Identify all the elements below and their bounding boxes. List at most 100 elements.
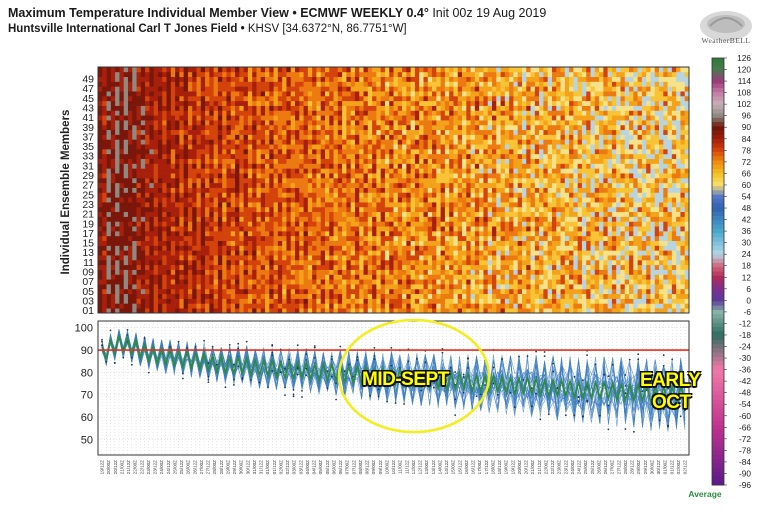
- heatmap-cell: [637, 298, 643, 304]
- heatmap-cell: [667, 308, 673, 314]
- heatmap-cell: [389, 231, 394, 237]
- heatmap-cell: [213, 255, 219, 261]
- heatmap-cell: [170, 264, 176, 270]
- heatmap-cell: [393, 163, 399, 169]
- heatmap-cell: [170, 259, 176, 266]
- heatmap-cell: [243, 149, 249, 155]
- heatmap-cell: [397, 264, 403, 270]
- heatmap-cell: [290, 235, 296, 241]
- heatmap-cell: [153, 149, 159, 155]
- heatmap-cell: [624, 177, 630, 184]
- heatmap-cell: [217, 197, 223, 203]
- heatmap-cell: [239, 303, 244, 309]
- heatmap-cell: [256, 269, 262, 275]
- heatmap-cell: [633, 293, 638, 299]
- heatmap-cell: [196, 168, 202, 174]
- heatmap-cell: [423, 173, 429, 179]
- heatmap-cell: [684, 168, 690, 174]
- heatmap-cell: [586, 182, 591, 188]
- heatmap-cell: [414, 274, 420, 280]
- heatmap-cell: [397, 139, 403, 145]
- heatmap-cell: [564, 250, 570, 256]
- heatmap-cell: [119, 173, 125, 179]
- heatmap-cell: [282, 259, 287, 266]
- heatmap-cell: [564, 288, 570, 295]
- heatmap-cell: [641, 250, 647, 256]
- heatmap-cell: [496, 139, 501, 145]
- heatmap-cell: [402, 245, 407, 251]
- heatmap-cell: [192, 163, 197, 169]
- heatmap-cell: [402, 177, 407, 184]
- heatmap-cell: [132, 158, 137, 164]
- heatmap-cell: [534, 173, 540, 179]
- heatmap-cell: [539, 182, 544, 188]
- heatmap-cell: [513, 144, 519, 150]
- heatmap-cell: [183, 235, 189, 241]
- heatmap-cell: [611, 187, 617, 193]
- heatmap-cell: [145, 221, 150, 227]
- heatmap-cell: [282, 279, 287, 285]
- heatmap-cell: [483, 303, 489, 309]
- heatmap-cell: [479, 158, 484, 164]
- heatmap-cell: [157, 255, 163, 261]
- heatmap-cell: [423, 158, 429, 164]
- heatmap-cell: [342, 182, 347, 188]
- heatmap-cell: [474, 158, 480, 164]
- heatmap-cell: [372, 293, 377, 299]
- heatmap-cell: [667, 153, 673, 159]
- heatmap-cell: [513, 298, 519, 304]
- heatmap-cell: [299, 221, 304, 227]
- heatmap-cell: [500, 284, 506, 290]
- heatmap-cell: [402, 187, 407, 193]
- heatmap-cell: [629, 173, 634, 179]
- heatmap-cell: [149, 259, 155, 266]
- heatmap-cell: [667, 303, 673, 309]
- heatmap-cell: [312, 303, 317, 309]
- heatmap-cell: [354, 269, 360, 275]
- heatmap-cell: [453, 240, 459, 246]
- heatmap-cell: [127, 182, 133, 188]
- heatmap-cell: [119, 245, 125, 251]
- heatmap-cell: [393, 245, 399, 251]
- heatmap-cell: [397, 284, 403, 290]
- heatmap-cell: [564, 149, 570, 155]
- heatmap-cell: [196, 284, 202, 290]
- heatmap-cell: [140, 144, 146, 150]
- heatmap-cell: [577, 288, 583, 295]
- heatmap-cell: [526, 206, 531, 213]
- heatmap-cell: [337, 158, 343, 164]
- heatmap-cell: [273, 264, 279, 270]
- heatmap-cell: [247, 250, 253, 256]
- heatmap-cell: [509, 255, 514, 261]
- heatmap-cell: [410, 211, 416, 217]
- heatmap-cell: [153, 144, 159, 150]
- heatmap-cell: [153, 134, 159, 140]
- heatmap-cell: [573, 235, 578, 241]
- heatmap-cell: [620, 274, 626, 280]
- heatmap-cell: [577, 149, 583, 155]
- heatmap-cell: [487, 279, 493, 285]
- heatmap-cell: [346, 279, 352, 285]
- heatmap-cell: [359, 216, 364, 222]
- heatmap-cell: [183, 303, 189, 309]
- heatmap-cell: [444, 144, 450, 150]
- heatmap-cell: [213, 173, 219, 179]
- heatmap-cell: [359, 240, 364, 246]
- heatmap-cell: [650, 250, 656, 256]
- heatmap-cell: [106, 187, 112, 193]
- heatmap-cell: [303, 202, 309, 208]
- heatmap-cell: [110, 153, 116, 159]
- heatmap-cell: [384, 240, 390, 246]
- heatmap-cell: [376, 168, 381, 174]
- heatmap-cell: [256, 177, 262, 184]
- heatmap-cell: [684, 206, 690, 213]
- heatmap-cell: [320, 139, 326, 145]
- heatmap-cell: [402, 293, 407, 299]
- heatmap-cell: [432, 226, 437, 232]
- heatmap-cell: [110, 182, 116, 188]
- heatmap-cell: [337, 231, 343, 237]
- heatmap-cell: [603, 216, 608, 222]
- heatmap-cell: [432, 144, 437, 150]
- heatmap-cell: [560, 144, 566, 150]
- heatmap-cell: [633, 197, 638, 203]
